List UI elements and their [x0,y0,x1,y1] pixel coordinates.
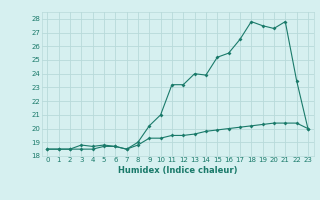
X-axis label: Humidex (Indice chaleur): Humidex (Indice chaleur) [118,166,237,175]
